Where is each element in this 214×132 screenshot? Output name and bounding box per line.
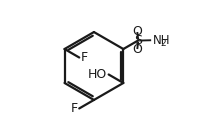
- Text: O: O: [132, 43, 142, 56]
- Text: F: F: [80, 51, 87, 64]
- Text: HO: HO: [88, 68, 107, 81]
- Text: S: S: [134, 34, 142, 47]
- Text: NH: NH: [153, 34, 171, 47]
- Text: O: O: [132, 25, 142, 38]
- Text: F: F: [71, 102, 78, 115]
- Text: 2: 2: [161, 39, 166, 48]
